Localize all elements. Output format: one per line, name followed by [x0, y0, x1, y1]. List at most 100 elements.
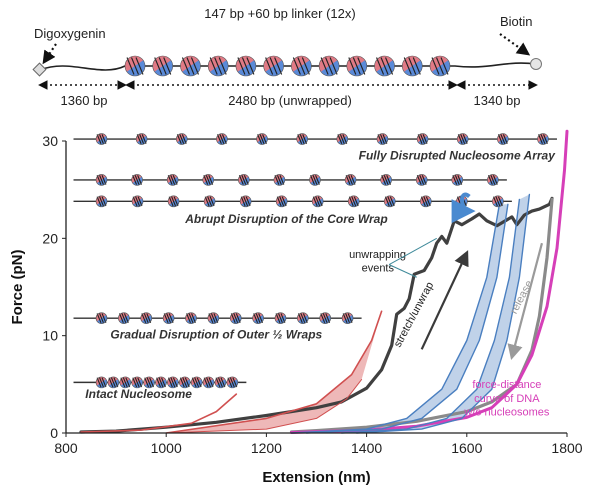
row-nucleosome	[183, 310, 196, 323]
row-nucleosome	[165, 375, 178, 388]
row-nucleosome	[378, 172, 391, 185]
x-tick-label: 1600	[451, 440, 482, 456]
x-axis-label: Extension (nm)	[262, 469, 370, 486]
biotin-label: Biotin	[500, 14, 533, 29]
header-nucleosome-array	[121, 52, 450, 76]
header-nucleosome	[149, 52, 173, 76]
dna-curve-label: curve of DNA	[474, 393, 540, 405]
row-nucleosome	[535, 131, 548, 144]
row-nucleosome	[177, 375, 190, 388]
row-nucleosome	[94, 131, 107, 144]
row-nucleosome	[153, 375, 166, 388]
y-tick-label: 0	[50, 425, 58, 441]
row-nucleosome	[295, 310, 308, 323]
row-nucleosome	[274, 194, 287, 207]
row-label: Fully Disrupted Nucleosome Array	[359, 148, 557, 162]
row-nucleosome	[213, 375, 226, 388]
digoxygenin-label: Digoxygenin	[34, 26, 106, 41]
row-nucleosome	[382, 194, 395, 207]
header-nucleosome	[398, 52, 422, 76]
row-nucleosome	[414, 172, 427, 185]
header-nucleosome	[121, 52, 145, 76]
dna-curve-label: w/o nucleosomes	[463, 406, 549, 418]
row-nucleosome	[225, 375, 238, 388]
header-nucleosome	[287, 52, 311, 76]
digoxygenin-pointer	[44, 44, 56, 62]
plot-area: Fully Disrupted Nucleosome Array Abrupt D…	[9, 131, 583, 486]
construct-label: 147 bp +60 bp linker (12x)	[204, 6, 355, 21]
x-tick-label: 800	[54, 440, 78, 456]
row-nucleosome	[165, 172, 178, 185]
row-nucleosome	[94, 172, 107, 185]
y-tick-label: 30	[42, 133, 58, 149]
row-nucleosome	[94, 194, 107, 207]
biotin-pointer	[500, 34, 528, 54]
row-nucleosome	[418, 194, 431, 207]
row-nucleosome	[272, 172, 285, 185]
header-nucleosome	[177, 52, 201, 76]
row-nucleosome	[166, 194, 179, 207]
row-nucleosome	[340, 310, 353, 323]
row-label: Gradual Disruption of Outer ½ Wraps	[110, 328, 322, 342]
biotin-bead	[531, 59, 542, 70]
left-handle-label: 1360 bp	[61, 93, 108, 108]
x-tick-label: 1200	[251, 440, 282, 456]
row-nucleosome	[375, 131, 388, 144]
row-nucleosome	[189, 375, 202, 388]
row-nucleosome	[161, 310, 174, 323]
header-nucleosome	[371, 52, 395, 76]
row-nucleosome	[273, 310, 286, 323]
row-nucleosome	[94, 310, 107, 323]
stretch-arrow	[422, 253, 467, 349]
row-nucleosome	[228, 310, 241, 323]
dna-strand	[40, 63, 536, 70]
x-tick-label: 1400	[351, 440, 382, 456]
row-nucleosome	[174, 131, 187, 144]
row-nucleosome	[310, 194, 323, 207]
row-nucleosome	[130, 194, 143, 207]
row-nucleosome	[318, 310, 331, 323]
dna-curve-label: force-distance	[472, 379, 541, 391]
row-nucleosome	[106, 375, 119, 388]
row-label: Abrupt Disruption of the Core Wrap	[184, 212, 387, 226]
x-tick-label: 1800	[551, 440, 582, 456]
header-nucleosome	[426, 52, 450, 76]
row-nucleosome	[139, 310, 152, 323]
header-nucleosome	[343, 52, 367, 76]
row-nucleosome	[201, 172, 214, 185]
row-nucleosome	[346, 194, 359, 207]
row-nucleosome	[94, 375, 107, 388]
y-tick-label: 20	[42, 230, 58, 246]
annotation-text: unwrapping	[349, 249, 406, 261]
row-nucleosome	[450, 172, 463, 185]
header-nucleosome	[232, 52, 256, 76]
row-nucleosome	[343, 172, 356, 185]
y-axis-label: Force (pN)	[9, 249, 26, 324]
row-nucleosome	[134, 131, 147, 144]
header-nucleosome	[315, 52, 339, 76]
row-nucleosome	[206, 310, 219, 323]
row-nucleosome	[335, 131, 348, 144]
row-nucleosome	[202, 194, 215, 207]
row-nucleosome	[415, 131, 428, 144]
row-label: Intact Nucleosome	[85, 387, 192, 401]
row-nucleosome	[295, 131, 308, 144]
row-nucleosome	[485, 172, 498, 185]
row-nucleosome	[129, 172, 142, 185]
header-nucleosome	[260, 52, 284, 76]
middle-segment-label: 2480 bp (unwrapped)	[228, 93, 352, 108]
row-nucleosome	[495, 131, 508, 144]
header-nucleosome	[204, 52, 228, 76]
row-nucleosome	[250, 310, 263, 323]
row-nucleosome	[116, 310, 129, 323]
row-nucleosome	[201, 375, 214, 388]
x-tick-label: 1000	[151, 440, 182, 456]
row-nucleosome	[236, 172, 249, 185]
y-tick-label: 10	[42, 328, 58, 344]
right-handle-label: 1340 bp	[474, 93, 521, 108]
row-nucleosome	[455, 131, 468, 144]
construct-diagram: 147 bp +60 bp linker (12x) Digoxygenin B…	[33, 6, 541, 108]
row-nucleosome	[490, 194, 503, 207]
row-nucleosome	[254, 131, 267, 144]
